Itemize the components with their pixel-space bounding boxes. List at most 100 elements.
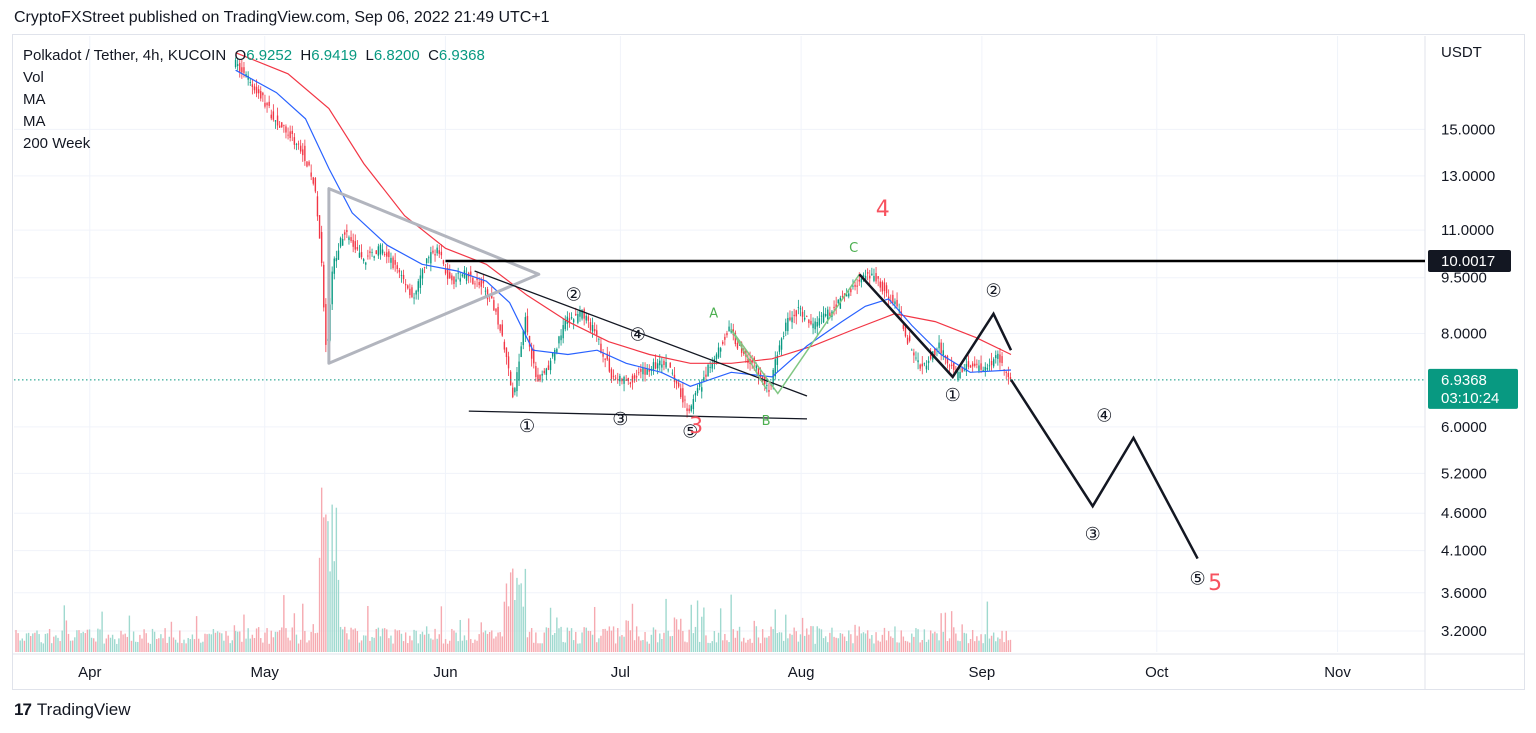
candle-body <box>415 290 417 295</box>
candle-body <box>476 278 478 281</box>
legend-study-ma-1[interactable]: MA <box>23 91 46 108</box>
volume-bar <box>360 640 363 652</box>
volume-bar <box>780 632 783 652</box>
candle-body <box>747 358 749 364</box>
legend-study-200-week[interactable]: 200 Week <box>23 135 91 152</box>
volume-bar <box>428 633 430 652</box>
legend-study-ma-2[interactable]: MA <box>23 113 46 130</box>
wave-label: ② <box>566 284 582 305</box>
volume-bar <box>747 639 749 652</box>
volume-bar <box>965 633 968 652</box>
volume-bar <box>158 638 160 652</box>
volume-bar <box>141 638 143 652</box>
volume-bar <box>350 627 352 652</box>
candle-body <box>239 63 241 72</box>
volume-bar <box>467 618 470 652</box>
volume-bar <box>21 638 23 652</box>
candle-body <box>533 349 535 364</box>
candle-body <box>392 257 394 269</box>
candle-body <box>470 271 472 276</box>
candle-body <box>411 287 413 298</box>
volume-bar <box>986 601 989 652</box>
candle-body <box>795 310 797 317</box>
candle-body <box>421 269 424 279</box>
candle-body <box>575 313 577 316</box>
volume-bar <box>631 603 634 652</box>
volume-bar <box>940 613 942 652</box>
volume-bar <box>278 630 281 652</box>
volume-bar <box>484 630 487 652</box>
volume-bar <box>114 639 116 652</box>
volume-bar <box>942 631 944 652</box>
projection-path <box>1009 379 1199 560</box>
candle-body <box>579 310 581 317</box>
candle-body <box>724 336 726 340</box>
candle-body <box>957 371 959 381</box>
volume-bar <box>57 637 59 652</box>
candle-body <box>572 319 575 323</box>
volume-bar <box>953 627 955 652</box>
volume-bar <box>177 642 179 652</box>
candle-body <box>530 348 533 359</box>
abc-correction-path <box>730 273 861 395</box>
candle-body <box>379 244 382 255</box>
volume-bar <box>833 636 835 652</box>
wave-label: B <box>762 414 771 429</box>
candle-body <box>348 237 350 240</box>
candle-body <box>585 315 587 321</box>
volume-bar <box>614 643 617 652</box>
volume-bar <box>934 631 936 652</box>
volume-bar <box>51 643 53 652</box>
resistance-level-tag <box>1428 250 1511 273</box>
wave-label: ① <box>945 385 961 406</box>
volume-bar <box>495 636 497 652</box>
price-axis-tick: 15.0000 <box>1441 121 1495 138</box>
candle-body <box>703 377 705 381</box>
triangle-pattern <box>327 187 541 365</box>
legend-high: H6.9419 <box>300 47 358 64</box>
candle-body <box>925 365 928 370</box>
legend-study-vol[interactable]: Vol <box>23 69 44 86</box>
volume-bar <box>839 633 842 652</box>
candle-body <box>1007 372 1010 378</box>
volume-bar <box>274 631 277 652</box>
candle-body <box>806 316 808 318</box>
candle-body <box>722 341 724 344</box>
candles <box>234 57 1012 418</box>
candle-body <box>360 252 363 258</box>
candle-body <box>293 137 296 145</box>
volume-bar <box>759 643 762 652</box>
candle-body <box>820 315 823 317</box>
volume-bar <box>869 638 871 652</box>
candle-body <box>680 388 682 398</box>
volume-bar <box>76 630 78 652</box>
volume-bar <box>711 641 713 652</box>
volume-bars <box>15 487 1012 652</box>
volume-bar <box>206 634 208 652</box>
candle-body <box>257 89 260 94</box>
volume-bar <box>255 628 258 652</box>
wave-label: 4 <box>876 197 890 222</box>
candle-body <box>413 297 415 299</box>
tradingview-logo[interactable]: 17 TradingView <box>14 700 130 720</box>
candle-body <box>715 354 718 360</box>
volume-bar <box>562 641 564 652</box>
candle-body <box>965 364 968 372</box>
volume-bar <box>59 641 61 652</box>
volume-bar <box>505 583 508 652</box>
candle-body <box>646 368 648 375</box>
candle-body <box>518 361 520 381</box>
candle-body <box>992 359 995 367</box>
candle-body <box>451 275 453 281</box>
volume-bar <box>703 607 705 652</box>
volume-bar <box>17 633 19 652</box>
candle-body <box>736 343 739 349</box>
candle-body <box>535 366 537 377</box>
candle-body <box>268 101 270 106</box>
volume-bar <box>461 640 464 652</box>
candle-body <box>719 348 722 352</box>
volume-bar <box>669 636 671 652</box>
legend-close: C6.9368 <box>428 47 485 64</box>
volume-bar <box>386 629 388 652</box>
